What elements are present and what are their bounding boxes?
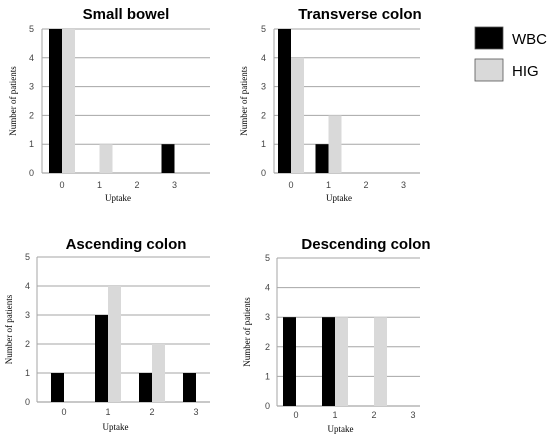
bar-hig	[328, 115, 342, 173]
y-tick-label: 4	[265, 283, 270, 293]
bar-hig	[108, 286, 121, 402]
bar-wbc	[283, 317, 296, 406]
x-axis-label: Uptake	[326, 193, 352, 203]
chart-title: Descending colon	[301, 236, 430, 253]
bar-hig	[291, 57, 304, 173]
x-axis-label: Uptake	[328, 424, 354, 434]
y-tick-label: 3	[25, 310, 30, 320]
bar-wbc	[278, 29, 291, 173]
legend-swatch-wbc	[474, 26, 504, 50]
x-tick-label: 1	[97, 180, 102, 190]
x-axis-label: Uptake	[103, 422, 129, 432]
x-tick-label: 0	[293, 410, 298, 420]
x-tick-label: 2	[363, 180, 368, 190]
x-tick-label: 0	[288, 180, 293, 190]
x-tick-label: 2	[149, 407, 154, 417]
x-tick-label: 1	[326, 180, 331, 190]
x-tick-label: 3	[410, 410, 415, 420]
y-tick-label: 1	[265, 371, 270, 381]
y-tick-label: 1	[29, 139, 34, 149]
bar-wbc	[315, 144, 329, 173]
y-tick-label: 2	[29, 110, 34, 120]
chart-panel-3: 0 1 2 3 4 5 0 1 2 3 Ascending colon Uptake Number of…	[4, 236, 210, 432]
y-tick-label: 2	[261, 110, 266, 120]
y-axis-label: Number of patients	[8, 66, 18, 136]
chart-title: Small bowel	[83, 6, 170, 23]
bar-hig	[374, 317, 387, 406]
legend-label-wbc: WBC	[512, 31, 547, 48]
y-tick-label: 2	[265, 342, 270, 352]
chart-panels: 0 1 2 3 4 5 0 1 2 3 Small bowel Uptake Number of pat…	[4, 6, 431, 434]
bar-wbc	[49, 29, 62, 173]
x-tick-label: 0	[61, 407, 66, 417]
bar-wbc	[95, 315, 108, 402]
y-tick-label: 5	[265, 253, 270, 263]
x-tick-label: 3	[401, 180, 406, 190]
y-tick-label: 5	[29, 24, 34, 34]
x-tick-label: 3	[172, 180, 177, 190]
legend-label-hig: HIG	[512, 63, 539, 80]
y-tick-label: 0	[261, 168, 266, 178]
legend-swatch-hig	[474, 58, 504, 82]
y-axis-label: Number of patients	[4, 294, 14, 364]
bar-hig	[335, 317, 348, 406]
y-tick-label: 4	[25, 281, 30, 291]
bar-wbc	[161, 144, 175, 173]
chart-panel-4: 0 1 2 3 4 5 0 1 2 3 Descending colon Uptake Number o…	[242, 236, 431, 434]
bar-wbc	[139, 373, 152, 402]
bar-hig	[152, 344, 165, 402]
y-tick-label: 5	[261, 24, 266, 34]
chart-panel-1: 0 1 2 3 4 5 0 1 2 3 Small bowel Uptake Number of pat…	[8, 6, 210, 203]
x-tick-label: 2	[134, 180, 139, 190]
y-tick-label: 1	[25, 368, 30, 378]
x-tick-label: 3	[193, 407, 198, 417]
y-tick-label: 4	[29, 53, 34, 63]
chart-title: Transverse colon	[298, 6, 421, 23]
bar-hig	[62, 29, 75, 173]
x-tick-label: 1	[105, 407, 110, 417]
y-tick-label: 2	[25, 339, 30, 349]
bar-wbc	[51, 373, 64, 402]
y-tick-label: 3	[29, 82, 34, 92]
x-tick-label: 2	[371, 410, 376, 420]
bar-wbc	[322, 317, 335, 406]
y-tick-label: 5	[25, 252, 30, 262]
chart-panel-2: 0 1 2 3 4 5 0 1 2 3 Transverse colon Uptake Number o…	[239, 6, 422, 203]
legend: WBC HIG	[474, 26, 547, 82]
y-axis-label: Number of patients	[239, 66, 249, 136]
chart-title: Ascending colon	[66, 236, 187, 253]
x-tick-label: 1	[332, 410, 337, 420]
y-tick-label: 3	[261, 82, 266, 92]
x-tick-label: 0	[59, 180, 64, 190]
y-tick-label: 0	[25, 397, 30, 407]
bar-hig	[99, 144, 113, 173]
y-tick-label: 4	[261, 53, 266, 63]
y-axis-label: Number of patients	[242, 297, 252, 367]
y-tick-label: 0	[265, 401, 270, 411]
y-tick-label: 0	[29, 168, 34, 178]
y-tick-label: 1	[261, 139, 266, 149]
x-axis-label: Uptake	[105, 193, 131, 203]
y-tick-label: 3	[265, 312, 270, 322]
bar-wbc	[183, 373, 196, 402]
